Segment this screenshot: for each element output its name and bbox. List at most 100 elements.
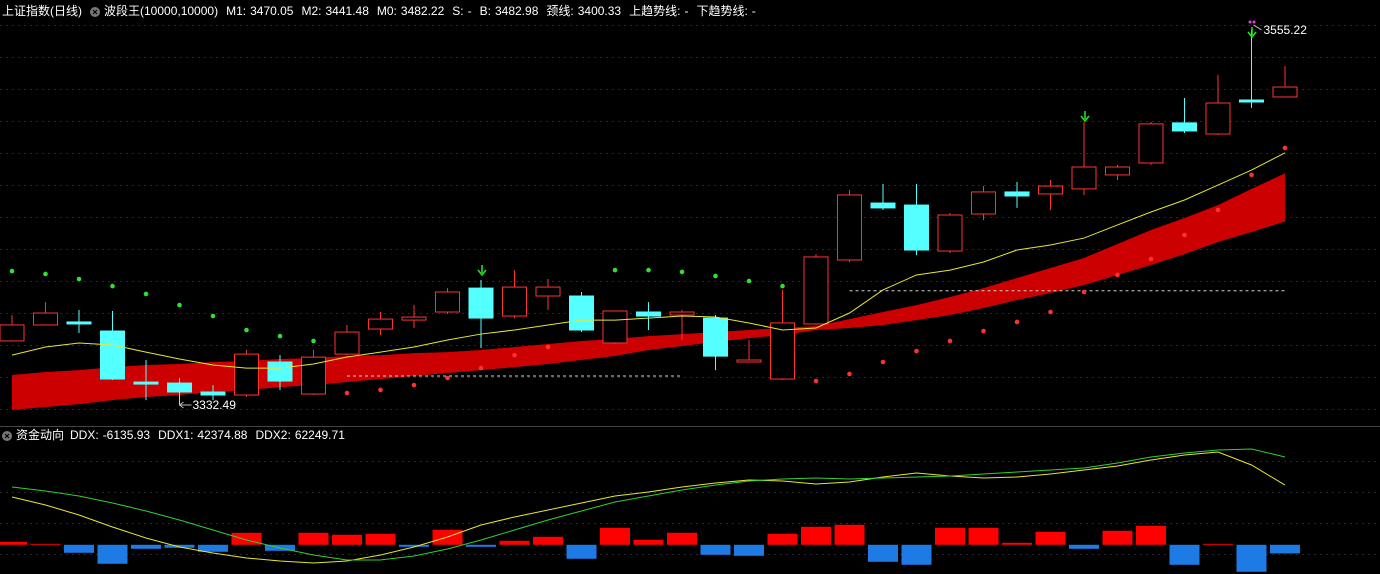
signal-dot (1249, 172, 1254, 178)
bar (332, 534, 362, 545)
signal-dot (277, 333, 283, 339)
candle-body (66, 321, 92, 325)
ribbon (12, 173, 1285, 411)
legend-text: - (684, 4, 688, 18)
bar (399, 544, 429, 547)
bar (667, 532, 697, 545)
candle-body (669, 311, 695, 316)
legend-text: 资金动向 (16, 427, 64, 442)
bar (633, 539, 664, 545)
bar (499, 540, 530, 545)
grid-pattern (0, 22, 1380, 426)
candle-body (1205, 102, 1231, 135)
annotation-pointer (1253, 24, 1262, 31)
signal-dot (813, 378, 819, 384)
signal-dot (646, 267, 651, 273)
bar (1002, 542, 1032, 545)
signal-dot (1282, 145, 1288, 151)
signal-dot (143, 291, 149, 297)
candle-body (569, 295, 594, 331)
candle-body (502, 286, 527, 317)
signal-dot (981, 328, 986, 334)
legend-text: M0: (377, 4, 397, 18)
bar (566, 544, 597, 559)
legend-text: 上趋势线: (629, 4, 680, 18)
signal-dot (76, 276, 82, 282)
signal-dot (411, 382, 417, 388)
signal-dot (43, 271, 48, 277)
bar (198, 544, 228, 552)
candle-body (1172, 122, 1197, 132)
bar (533, 536, 563, 545)
signal-dot (847, 371, 852, 377)
candle-body (636, 311, 661, 317)
bar (801, 526, 831, 545)
bar (901, 544, 932, 565)
legend-text: 3482.22 (401, 4, 445, 18)
candle-body (703, 317, 728, 357)
average-line (11, 152, 1286, 369)
candle-body (1105, 166, 1130, 176)
legend-text: DDX2: (255, 428, 290, 442)
legend-text: 62249.71 (295, 428, 345, 442)
candle-body (100, 330, 125, 380)
signal-dot (612, 267, 618, 273)
bar (365, 533, 396, 545)
legend-text: - (468, 4, 472, 18)
bar (600, 527, 630, 545)
signal-arrow (477, 265, 487, 277)
signal-dot (478, 365, 484, 371)
candle-body (33, 312, 58, 326)
candle-body (937, 214, 963, 252)
signal-dot (679, 269, 685, 275)
candle-body (1071, 166, 1097, 190)
annotation-pointer (178, 401, 192, 409)
candle-body (904, 204, 929, 251)
bar (834, 524, 865, 545)
legend-text: -6135.93 (103, 428, 151, 442)
signal-dot (914, 348, 919, 354)
signal-dot (512, 352, 517, 358)
low-label: 3332.49 (193, 398, 237, 412)
candle-body (870, 202, 896, 209)
legend-text: 3441.48 (326, 4, 370, 18)
candle-body (971, 191, 996, 215)
signal-dot (880, 359, 886, 365)
bar (466, 544, 496, 547)
candle-body (200, 391, 226, 396)
bar (1102, 530, 1133, 545)
legend-text: S: (452, 4, 463, 18)
signal-dot (746, 278, 752, 284)
candle-body (803, 256, 829, 325)
main-panel: 3555.22 3332.49 (0, 23, 1307, 412)
bar (1136, 525, 1166, 545)
signal-dot (1081, 289, 1087, 295)
bar (868, 544, 898, 562)
legend-text: DDX1: (158, 428, 193, 442)
legend-text: 波段王(10000,10000) (104, 3, 218, 18)
legend-text: 下趋势线: (696, 4, 747, 18)
candle-body (1272, 86, 1298, 98)
signal-dot (210, 313, 216, 319)
header: 上证指数(日线) 波段王(10000,10000) M1: 3470.05 M2: 344… (2, 3, 756, 442)
bar (1203, 543, 1233, 545)
candle-body (234, 353, 259, 396)
signal-dot (1215, 207, 1221, 213)
signal-dot (1048, 309, 1053, 315)
candle-body (1038, 185, 1063, 195)
bar (935, 527, 965, 545)
signal-dot (713, 273, 718, 279)
candle-body (1138, 123, 1164, 164)
bar (97, 544, 128, 564)
signal-dot (780, 283, 785, 289)
signal-arrow (1080, 111, 1090, 123)
candle-body (0, 324, 25, 342)
bar (1035, 531, 1066, 545)
candle-body (837, 194, 862, 261)
signal-dot (1182, 232, 1187, 238)
legend-text: 颈线: (546, 4, 573, 18)
legend-text: 3400.33 (578, 4, 622, 18)
bar (0, 541, 27, 545)
candle-body (770, 322, 795, 380)
